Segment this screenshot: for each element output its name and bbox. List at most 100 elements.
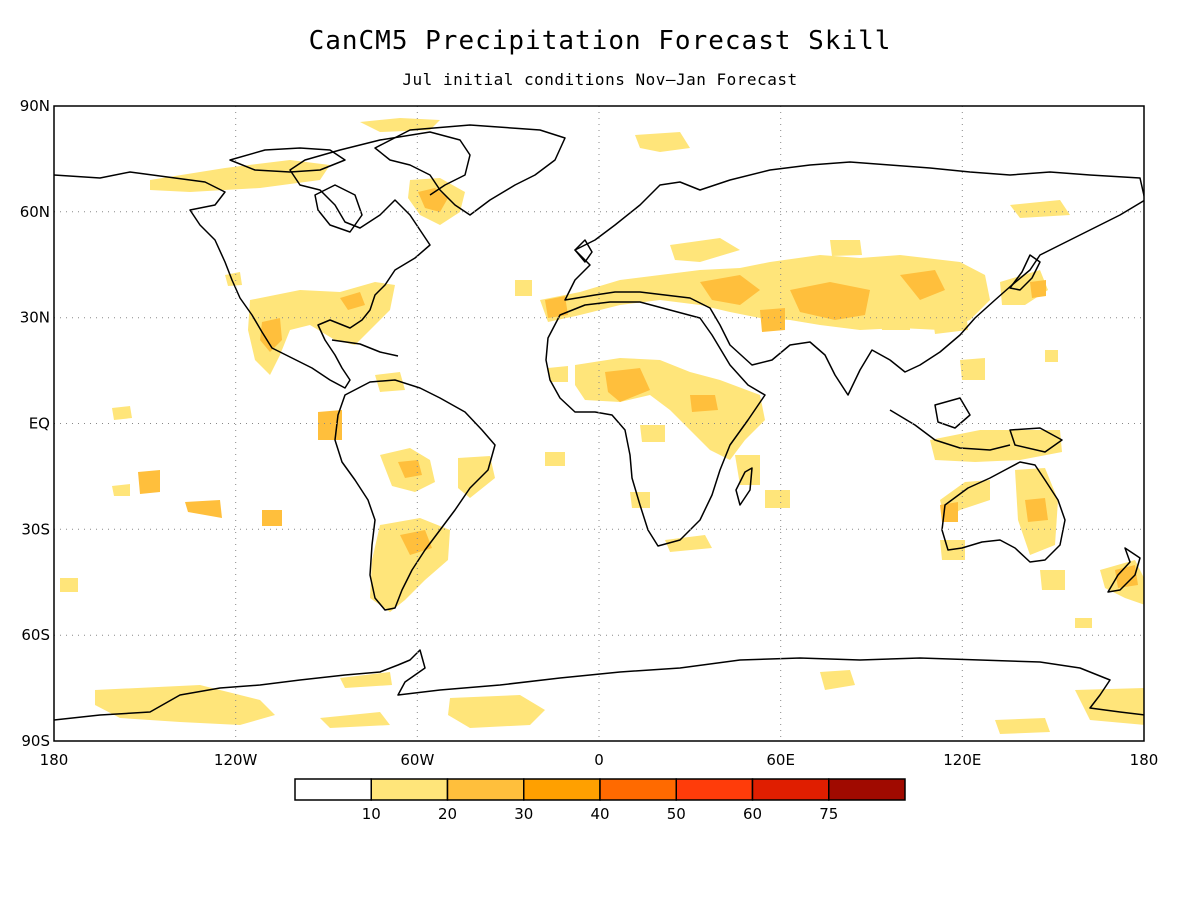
coastline-indonesia: [889, 409, 1011, 451]
skill-region: [458, 456, 495, 498]
skill-region: [700, 275, 760, 305]
skill-region: [340, 292, 365, 310]
skill-region: [995, 718, 1050, 734]
skill-region: [665, 535, 712, 552]
coastline-new-guinea: [1009, 427, 1063, 453]
color-bar-label: 40: [590, 805, 609, 823]
skill-region: [320, 712, 390, 728]
color-bar-swatch: [446, 778, 525, 801]
lon-axis-labels: 180 120W 60W 0 60E 120E 180: [40, 751, 1159, 769]
skill-region: [418, 188, 448, 212]
skill-region: [515, 280, 532, 296]
skill-region: [1075, 688, 1144, 725]
color-bar-swatch: [370, 778, 449, 801]
skill-region: [340, 672, 392, 688]
color-bar-swatch: [828, 778, 906, 801]
skill-region: [605, 368, 650, 402]
coastline-eurasia: [564, 161, 1144, 396]
color-bar-label: 10: [362, 805, 381, 823]
skill-region: [150, 160, 330, 192]
skill-region: [765, 490, 790, 508]
color-bar-label: 75: [819, 805, 838, 823]
lat-axis-labels: 90N 60N 30N EQ 30S 60S 90S: [20, 97, 50, 750]
skill-region: [112, 484, 130, 496]
skill-region: [1045, 350, 1058, 362]
coastline-north-america: [54, 131, 471, 389]
color-bar-label: 60: [743, 805, 762, 823]
lon-tick-label: 60W: [400, 751, 434, 769]
coastline-caribbean: [331, 339, 399, 357]
lon-tick-label: 180: [40, 751, 69, 769]
map-frame: [53, 105, 1145, 742]
skill-region: [260, 318, 282, 352]
skill-region: [830, 240, 862, 256]
skill-region: [1025, 498, 1048, 522]
skill-region: [790, 282, 870, 320]
color-bar-label: 30: [514, 805, 533, 823]
color-bar-swatch: [675, 778, 754, 801]
skill-region: [670, 238, 740, 262]
coastline-borneo: [934, 397, 971, 429]
color-bar-swatch: [294, 778, 372, 801]
skill-region: [545, 296, 568, 318]
coastline-madagascar: [735, 467, 753, 506]
skill-region: [138, 470, 160, 494]
coastline-africa: [545, 301, 766, 547]
lat-tick-label: EQ: [29, 415, 50, 433]
lat-tick-label: 60S: [21, 626, 50, 644]
skill-region: [375, 372, 405, 392]
skill-region: [112, 406, 132, 420]
skill-region: [360, 118, 440, 132]
skill-region: [960, 358, 985, 380]
skill-region: [930, 430, 1062, 462]
coastline-new-zealand: [1107, 547, 1141, 593]
lon-tick-label: 180: [1130, 751, 1159, 769]
lon-tick-label: 120E: [943, 751, 981, 769]
coastline-south-america: [334, 379, 496, 611]
skill-region: [630, 492, 650, 508]
lat-tick-label: 30S: [21, 520, 50, 538]
lon-tick-label: 0: [594, 751, 604, 769]
skill-region: [262, 510, 282, 526]
skill-region: [880, 302, 910, 330]
coastline-greenland: [374, 124, 566, 216]
skill-region: [1040, 570, 1065, 590]
skill-region: [1115, 565, 1138, 588]
color-bar-swatch: [751, 778, 830, 801]
lon-tick-label: 60E: [766, 751, 795, 769]
skill-region: [640, 425, 665, 442]
skill-region: [95, 685, 275, 725]
map-subtitle: Jul initial conditions Nov–Jan Forecast: [402, 70, 798, 89]
skill-region: [930, 298, 968, 334]
skill-region: [60, 578, 78, 592]
skill-region: [1010, 200, 1070, 218]
skill-region: [400, 530, 432, 555]
lat-tick-label: 90S: [21, 732, 50, 750]
skill-region: [760, 308, 785, 332]
skill-region: [448, 695, 545, 728]
lat-tick-label: 90N: [20, 97, 50, 115]
skill-region: [398, 460, 422, 478]
lon-tick-label: 120W: [214, 751, 258, 769]
skill-region: [900, 270, 945, 300]
skill-region: [1075, 618, 1092, 628]
skill-shading: [60, 118, 1144, 734]
color-bar-label: 50: [667, 805, 686, 823]
color-bar-swatch: [523, 778, 601, 801]
coastline-arctic-islands: [229, 147, 346, 173]
skill-region: [370, 518, 450, 612]
lat-tick-label: 30N: [20, 309, 50, 327]
coastline-british-isles: [574, 239, 593, 263]
lat-tick-label: 60N: [20, 203, 50, 221]
skill-region: [820, 670, 855, 690]
skill-region: [545, 452, 565, 466]
map-title: CanCM5 Precipitation Forecast Skill: [308, 26, 892, 56]
color-bar-label: 20: [438, 805, 457, 823]
coastline-japan: [1009, 254, 1041, 291]
coastlines: [54, 124, 1144, 721]
skill-region: [225, 272, 242, 286]
skill-region: [540, 255, 990, 330]
skill-region: [690, 395, 718, 412]
skill-region: [548, 366, 568, 382]
